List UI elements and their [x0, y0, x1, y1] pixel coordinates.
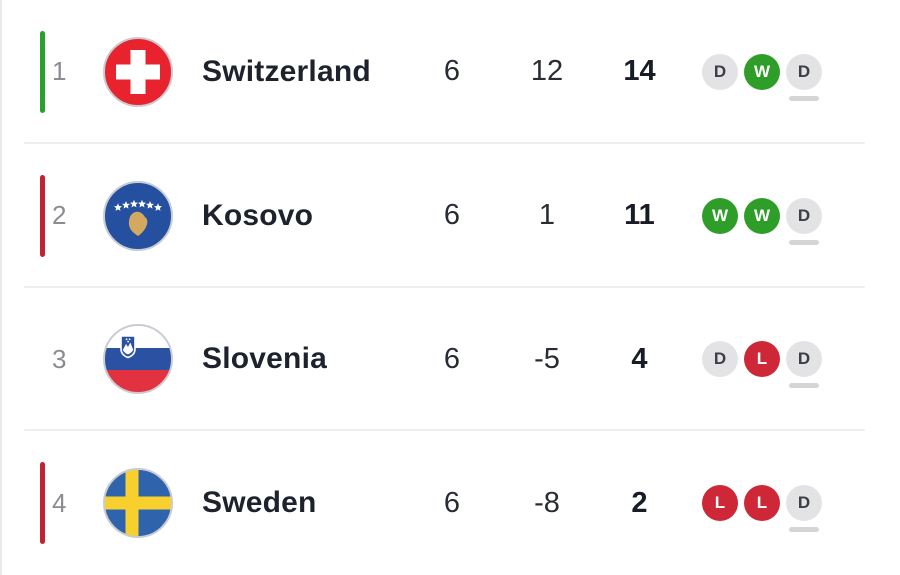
matches-played-value: 6 — [443, 199, 461, 232]
points-value: 11 — [624, 199, 655, 232]
matches-played-value: 6 — [443, 342, 461, 375]
goal-difference-value: 12 — [530, 55, 564, 88]
form-badge-loss[interactable]: L — [702, 485, 738, 522]
flag-cell — [84, 323, 192, 395]
position-accent-bar — [40, 462, 45, 545]
position-cell: 3 — [2, 344, 84, 375]
latest-match-indicator — [789, 527, 819, 533]
goal-difference-value: 1 — [538, 199, 556, 232]
position-number: 2 — [52, 200, 67, 231]
flag-cell — [84, 36, 192, 108]
form-badge-draw[interactable]: D — [786, 197, 822, 245]
form-badge-win[interactable]: W — [744, 197, 780, 234]
flag-cell — [84, 467, 192, 539]
form-badge-draw[interactable]: D — [786, 485, 822, 533]
kosovo-flag-icon — [102, 180, 174, 252]
switzerland-flag-icon — [102, 36, 174, 108]
team-name[interactable]: Sweden — [202, 486, 317, 520]
form-badge-win[interactable]: W — [702, 197, 738, 234]
form-badge-draw[interactable]: D — [786, 341, 822, 389]
position-number: 3 — [52, 343, 67, 374]
form-badge-loss[interactable]: L — [744, 485, 780, 522]
team-name[interactable]: Kosovo — [202, 198, 314, 232]
goal-difference-value: -5 — [534, 342, 560, 375]
points-value: 4 — [631, 342, 648, 375]
points-value: 2 — [631, 486, 648, 519]
position-number: 4 — [52, 487, 67, 518]
row-divider — [24, 141, 865, 144]
position-cell: 1 — [2, 56, 84, 87]
matches-played-value: 6 — [443, 486, 461, 519]
position-accent-bar — [40, 30, 45, 113]
team-name[interactable]: Slovenia — [202, 342, 327, 376]
latest-match-indicator — [789, 383, 819, 389]
flag-cell — [84, 180, 192, 252]
latest-match-indicator — [789, 239, 819, 245]
form-badge-draw[interactable]: D — [786, 53, 822, 101]
form-badge-loss[interactable]: L — [744, 341, 780, 378]
form-badge-draw[interactable]: D — [702, 53, 738, 90]
team-name[interactable]: Switzerland — [202, 54, 371, 88]
position-accent-bar — [40, 174, 45, 257]
latest-match-indicator — [789, 95, 819, 101]
form-badge-win[interactable]: W — [744, 53, 780, 90]
slovenia-flag-icon — [102, 323, 174, 395]
position-cell: 2 — [2, 200, 84, 231]
goal-difference-value: -8 — [534, 486, 560, 519]
form-badge-draw[interactable]: D — [702, 341, 738, 378]
position-number: 1 — [52, 56, 67, 87]
row-divider — [24, 285, 865, 288]
points-value: 14 — [623, 55, 656, 88]
position-cell: 4 — [2, 488, 84, 519]
matches-played-value: 6 — [443, 55, 461, 88]
sweden-flag-icon — [102, 467, 174, 539]
row-divider — [24, 429, 865, 432]
